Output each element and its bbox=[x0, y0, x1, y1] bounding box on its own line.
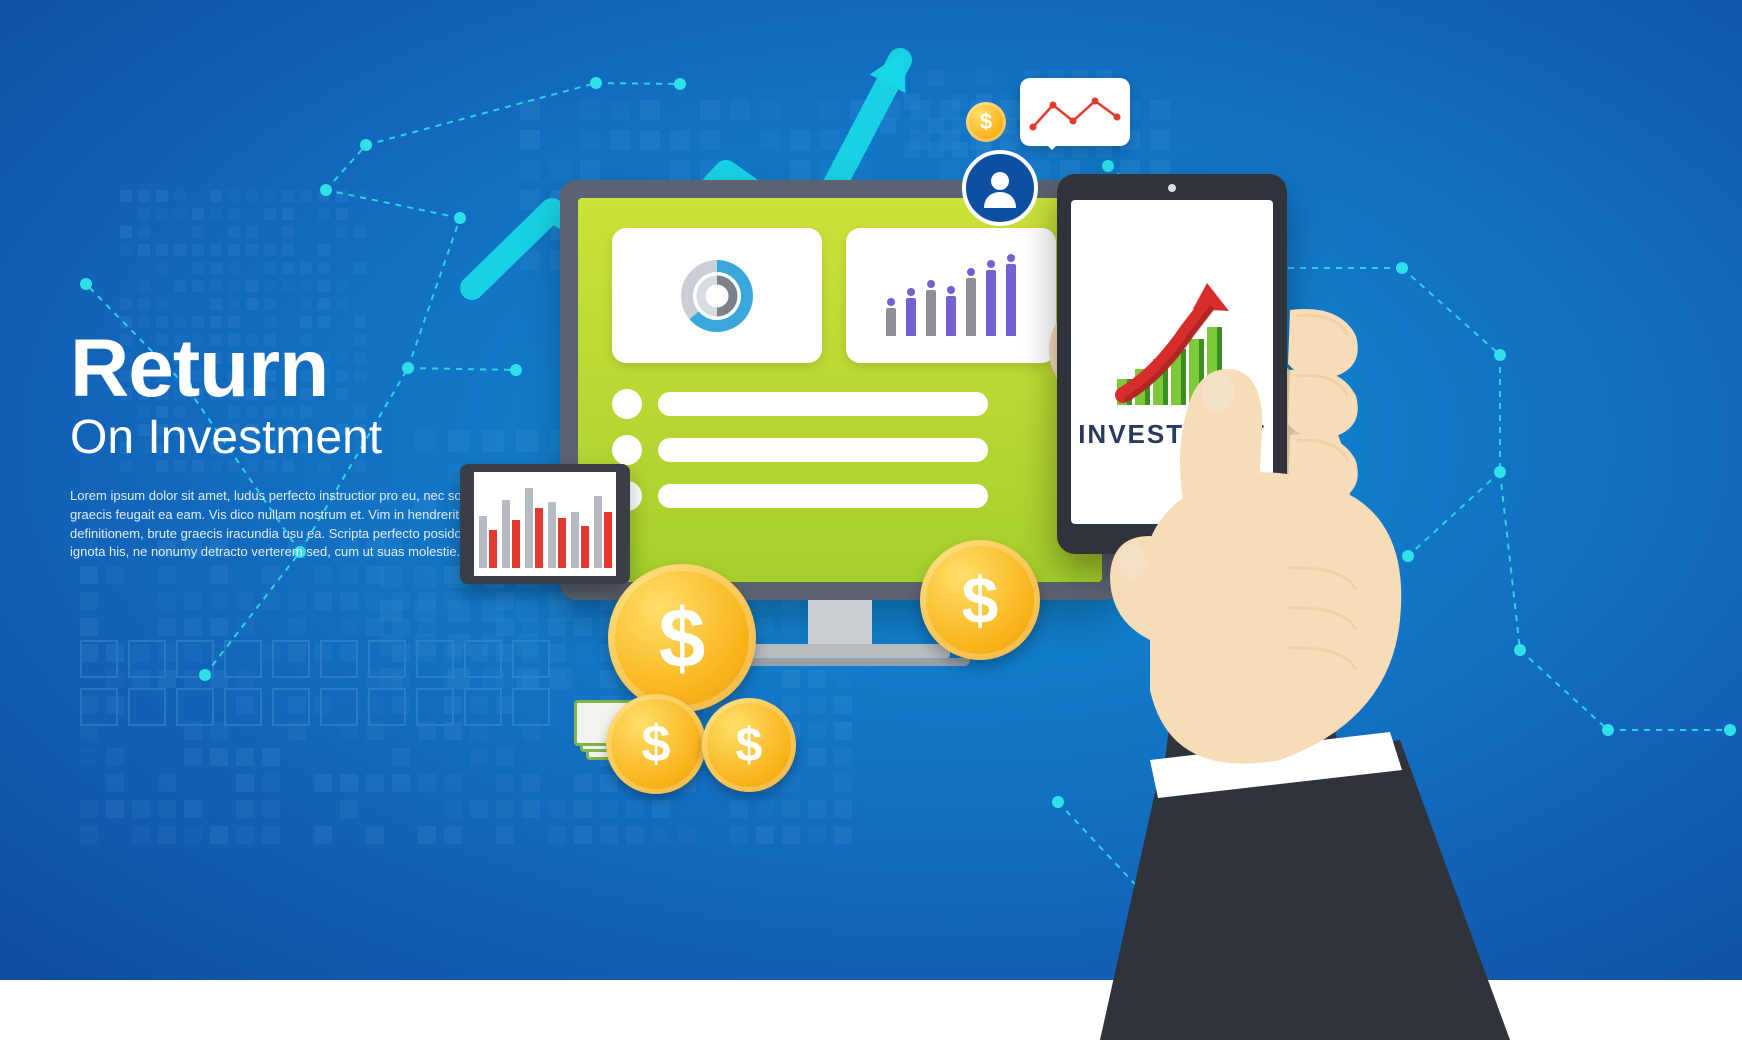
dollar-sign: $ bbox=[642, 714, 671, 774]
dollar-sign: $ bbox=[659, 590, 706, 687]
infographic-canvas: Return On Investment Lorem ipsum dolor s… bbox=[0, 0, 1742, 980]
dollar-sign: $ bbox=[980, 109, 992, 135]
donut-chart-icon bbox=[678, 257, 756, 335]
mini-bar-chart-icon bbox=[886, 256, 1016, 336]
donut-chart-card bbox=[612, 228, 822, 363]
speech-bubble-icon bbox=[1020, 78, 1130, 146]
title-main: Return bbox=[70, 330, 590, 408]
phone-camera-icon bbox=[1168, 184, 1176, 192]
monitor-neck bbox=[808, 600, 872, 644]
dollar-sign: $ bbox=[736, 718, 763, 773]
user-badge-icon bbox=[962, 150, 1038, 226]
person-icon bbox=[978, 166, 1022, 210]
coin-medium2-icon: $ bbox=[702, 698, 796, 792]
pointing-hand-icon bbox=[1040, 340, 1560, 1040]
coin-large-icon: $ bbox=[608, 564, 756, 712]
title-sub: On Investment bbox=[70, 410, 590, 465]
coin-medium-icon: $ bbox=[606, 694, 706, 794]
monitor-base bbox=[730, 644, 950, 658]
small-tablet-screen bbox=[474, 472, 616, 576]
coin-small-icon: $ bbox=[966, 102, 1006, 142]
small-tablet bbox=[460, 464, 630, 584]
dollar-sign: $ bbox=[962, 562, 999, 638]
sparkline-icon bbox=[1025, 87, 1125, 137]
